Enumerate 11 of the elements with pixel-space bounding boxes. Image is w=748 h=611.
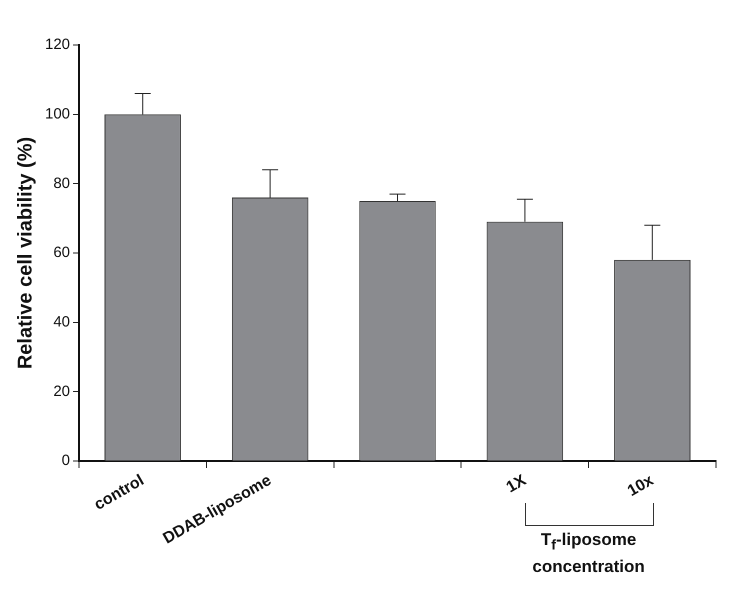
y-tick-label: 60 [53,244,70,262]
y-tick-label: 20 [53,382,70,400]
y-axis-title: Relative cell viability (%) [14,136,37,370]
y-tick-label: 120 [44,36,70,54]
y-tick-label: 100 [44,105,70,122]
x-tick-label: 1X [504,472,530,496]
x-tick-label: 10x [624,472,657,500]
y-tick-label: 0 [62,452,70,470]
text: T$_{f}$-liposome concentration [531,529,646,578]
y-tick-label: 80 [53,174,70,192]
y-tick-label: 40 [53,313,70,330]
